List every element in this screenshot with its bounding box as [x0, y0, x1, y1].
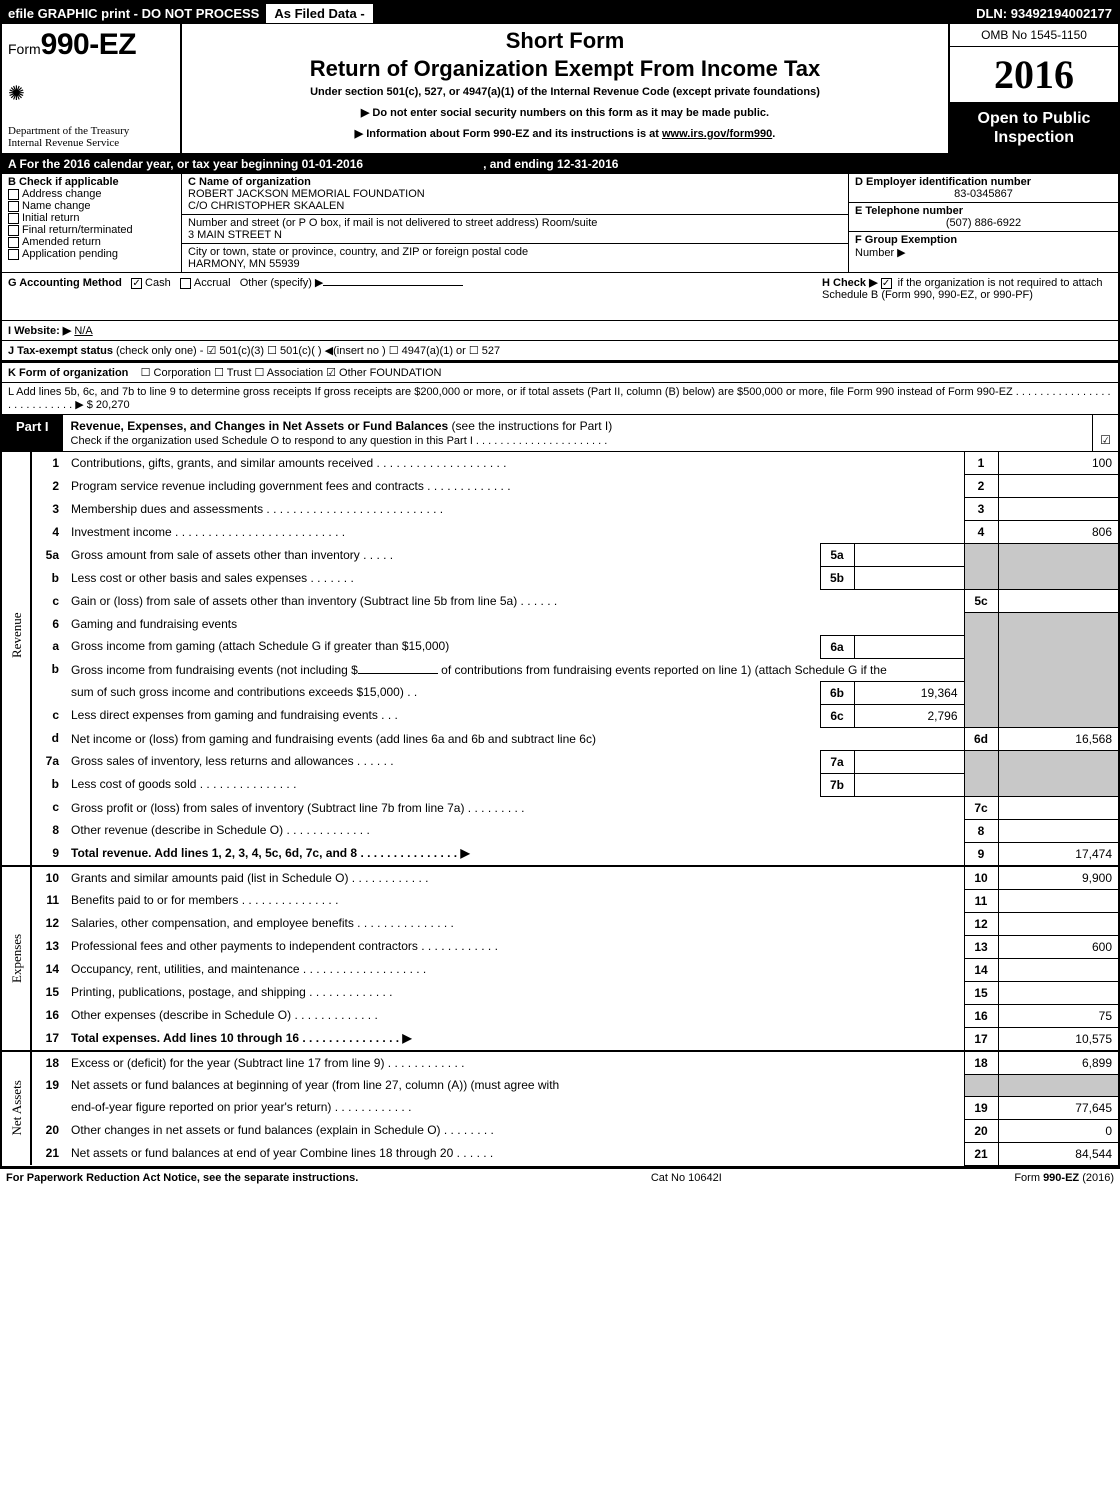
val-8: [998, 819, 1118, 842]
paperwork-notice: For Paperwork Reduction Act Notice, see …: [6, 1172, 358, 1184]
form-ref: Form 990-EZ (2016): [1014, 1172, 1114, 1184]
val-2: [998, 475, 1118, 498]
val-11: [998, 889, 1118, 912]
short-form-label: Short Form: [188, 28, 942, 54]
side-revenue: Revenue: [2, 452, 31, 819]
section-def: D Employer identification number 83-0345…: [848, 174, 1118, 272]
ein: 83-0345867: [855, 188, 1112, 200]
dln: DLN: 93492194002177: [970, 4, 1118, 23]
efile-label: efile GRAPHIC print - DO NOT PROCESS: [2, 4, 265, 23]
phone-block: E Telephone number (507) 886-6922: [849, 203, 1118, 232]
ein-block: D Employer identification number 83-0345…: [849, 174, 1118, 203]
val-18: 6,899: [998, 1051, 1118, 1075]
val-6b: 19,364: [854, 681, 964, 704]
val-19: 77,645: [998, 1096, 1118, 1119]
header-right: OMB No 1545-1150 2016 Open to Public Ins…: [948, 24, 1118, 153]
val-16: 75: [998, 1004, 1118, 1027]
group-exemption-block: F Group Exemption Number ▶: [849, 232, 1118, 261]
open-to-public: Open to Public Inspection: [950, 103, 1118, 153]
part-i-lines: Revenue 1 Contributions, gifts, grants, …: [2, 452, 1118, 1166]
val-6c: 2,796: [854, 704, 964, 727]
instr-line2: ▶ Information about Form 990-EZ and its …: [188, 127, 942, 140]
val-6d: 16,568: [998, 727, 1118, 750]
side-net-assets: Net Assets: [2, 1051, 31, 1166]
cb-name-change[interactable]: Name change: [8, 200, 175, 212]
val-21: 84,544: [998, 1142, 1118, 1165]
val-5b: [854, 567, 964, 590]
side-expenses: Expenses: [2, 866, 31, 1051]
cb-application-pending[interactable]: Application pending: [8, 248, 175, 260]
val-4: 806: [998, 521, 1118, 544]
val-15: [998, 981, 1118, 1004]
cb-address-change[interactable]: Address change: [8, 188, 175, 200]
section-a-bar: A For the 2016 calendar year, or tax yea…: [2, 154, 1118, 174]
form-header: Form990-EZ ✺ Department of the Treasury …: [2, 24, 1118, 154]
cb-accrual[interactable]: [180, 278, 191, 289]
val-20: 0: [998, 1119, 1118, 1142]
cb-final-return[interactable]: Final return/terminated: [8, 224, 175, 236]
val-5a: [854, 544, 964, 567]
row-j-tax-exempt: J Tax-exempt status (check only one) - ☑…: [2, 341, 1118, 361]
dept-treasury: Department of the Treasury Internal Reve…: [8, 125, 174, 149]
part-i-checkbox[interactable]: ☑: [1092, 415, 1118, 451]
val-17: 10,575: [998, 1027, 1118, 1051]
treasury-seal-icon: ✺: [8, 81, 174, 106]
section-b-checkboxes: B Check if applicable Address change Nam…: [2, 174, 182, 272]
val-3: [998, 498, 1118, 521]
form-990ez-page: efile GRAPHIC print - DO NOT PROCESS As …: [0, 0, 1120, 1168]
val-7c: [998, 796, 1118, 819]
part-i-tag: Part I: [2, 415, 63, 451]
val-9: 17,474: [998, 842, 1118, 866]
org-name-block: C Name of organization ROBERT JACKSON ME…: [182, 174, 848, 215]
row-g-accounting: G Accounting Method ✓Cash Accrual Other …: [2, 273, 1118, 321]
efile-topbar: efile GRAPHIC print - DO NOT PROCESS As …: [2, 2, 1118, 24]
header-left: Form990-EZ ✺ Department of the Treasury …: [2, 24, 182, 153]
tax-year: 2016: [950, 47, 1118, 103]
cb-cash[interactable]: ✓: [131, 278, 142, 289]
val-5c: [998, 590, 1118, 613]
val-12: [998, 912, 1118, 935]
org-info-block: B Check if applicable Address change Nam…: [2, 174, 1118, 273]
row-k-form-org: K Form of organization ☐ Corporation ☐ T…: [2, 361, 1118, 383]
website-value: N/A: [74, 325, 92, 337]
form-title: Return of Organization Exempt From Incom…: [188, 56, 942, 82]
part-i-title: Revenue, Expenses, and Changes in Net As…: [63, 415, 1092, 451]
val-7b: [854, 773, 964, 796]
page-footer: For Paperwork Reduction Act Notice, see …: [0, 1168, 1120, 1187]
org-city: HARMONY, MN 55939: [188, 258, 842, 270]
org-name: ROBERT JACKSON MEMORIAL FOUNDATION: [188, 188, 842, 200]
org-city-block: City or town, state or province, country…: [182, 244, 848, 272]
val-6a: [854, 635, 964, 658]
val-1: 100: [998, 452, 1118, 475]
val-10: 9,900: [998, 866, 1118, 890]
val-14: [998, 958, 1118, 981]
form-number: Form990-EZ: [8, 28, 174, 62]
org-street: 3 MAIN STREET N: [188, 229, 842, 241]
part-i-header: Part I Revenue, Expenses, and Changes in…: [2, 414, 1118, 452]
irs-link[interactable]: www.irs.gov/form990: [662, 128, 772, 140]
org-careof: C/O CHRISTOPHER SKAALEN: [188, 200, 842, 212]
cb-initial-return[interactable]: Initial return: [8, 212, 175, 224]
row-i-website: I Website: ▶ N/A: [2, 321, 1118, 341]
section-c-nameaddr: C Name of organization ROBERT JACKSON ME…: [182, 174, 848, 272]
as-filed-box: As Filed Data -: [265, 3, 373, 24]
form-subtitle: Under section 501(c), 527, or 4947(a)(1)…: [188, 86, 942, 98]
cb-amended-return[interactable]: Amended return: [8, 236, 175, 248]
omb-number: OMB No 1545-1150: [950, 24, 1118, 47]
val-13: 600: [998, 935, 1118, 958]
cat-no: Cat No 10642I: [358, 1172, 1014, 1184]
row-h-schedule-b: H Check ▶ ✓ if the organization is not r…: [822, 276, 1112, 301]
val-7a: [854, 750, 964, 773]
instr-line1: ▶ Do not enter social security numbers o…: [188, 106, 942, 119]
header-center: Short Form Return of Organization Exempt…: [182, 24, 948, 153]
phone: (507) 886-6922: [855, 217, 1112, 229]
row-l-gross-receipts: L Add lines 5b, 6c, and 7b to line 9 to …: [2, 383, 1118, 414]
org-street-block: Number and street (or P O box, if mail i…: [182, 215, 848, 244]
cb-schedule-b[interactable]: ✓: [881, 278, 892, 289]
